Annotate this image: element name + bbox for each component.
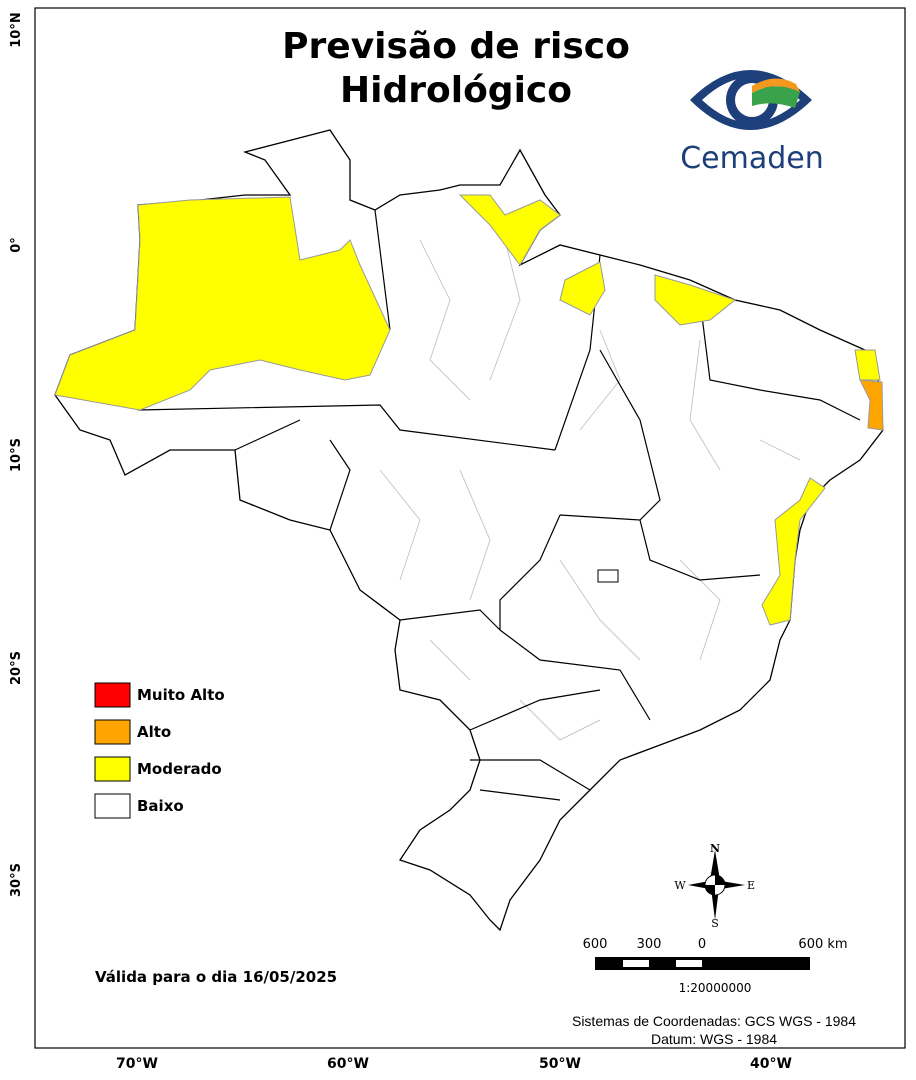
compass-rose — [688, 850, 745, 920]
longitude-label: 50°W — [539, 1056, 581, 1072]
moderate-area — [458, 194, 561, 266]
logo-text: Cemaden — [680, 141, 824, 176]
legend-swatch — [94, 719, 131, 745]
latitude-label: 10°N — [9, 12, 24, 47]
credits: Datum: WGS - 1984 — [651, 1031, 777, 1047]
risk-areas — [54, 194, 884, 626]
compass-label: S — [711, 917, 719, 930]
longitude-label: 70°W — [116, 1056, 158, 1072]
latitude-label: 20°S — [9, 651, 24, 685]
legend-label: Baixo — [137, 797, 184, 815]
scale-bar — [595, 957, 810, 970]
scale-tick: 600 km — [798, 937, 847, 952]
federal-district — [597, 569, 619, 583]
compass-label: N — [710, 842, 720, 855]
credits: Sistemas de Coordenadas: GCS WGS - 1984 — [572, 1013, 856, 1029]
scale-tick: 0 — [698, 937, 706, 952]
legend-label: Moderado — [137, 760, 222, 778]
legend-swatch — [94, 682, 131, 708]
scale-tick: 300 — [637, 937, 662, 952]
moderate-area — [559, 261, 606, 316]
moderate-area — [761, 477, 826, 626]
high-area — [859, 379, 884, 431]
legend-swatch — [94, 793, 131, 819]
latitude-label: 30°S — [9, 863, 24, 897]
longitude-label: 40°W — [750, 1056, 792, 1072]
title-line: Hidrológico — [340, 70, 572, 111]
state-borders — [137, 209, 861, 801]
latitude-label: 0° — [9, 237, 24, 253]
legend: Muito Alto Alto Moderado Baixo — [94, 682, 225, 819]
longitude-label: 60°W — [327, 1056, 369, 1072]
title-line: Previsão de risco — [282, 26, 630, 67]
scale-tick: 600 — [583, 937, 608, 952]
moderate-area — [654, 274, 737, 326]
latitude-label: 10°S — [9, 438, 24, 472]
longitude-labels: 70°W 60°W 50°W 40°W — [116, 1056, 792, 1072]
logo-mark — [690, 70, 812, 130]
validity-date: Válida para o dia 16/05/2025 — [95, 968, 337, 986]
compass-label: W — [674, 879, 686, 892]
moderate-area — [54, 196, 391, 411]
legend-label: Alto — [137, 723, 171, 741]
compass-label: E — [747, 879, 755, 892]
legend-label: Muito Alto — [137, 686, 225, 704]
moderate-area — [854, 349, 881, 381]
municipal-lines — [379, 219, 801, 741]
scale-ratio: 1:20000000 — [679, 981, 752, 995]
legend-swatch — [94, 756, 131, 782]
latitude-labels: 10°N 0° 10°S 20°S 30°S — [9, 12, 24, 897]
